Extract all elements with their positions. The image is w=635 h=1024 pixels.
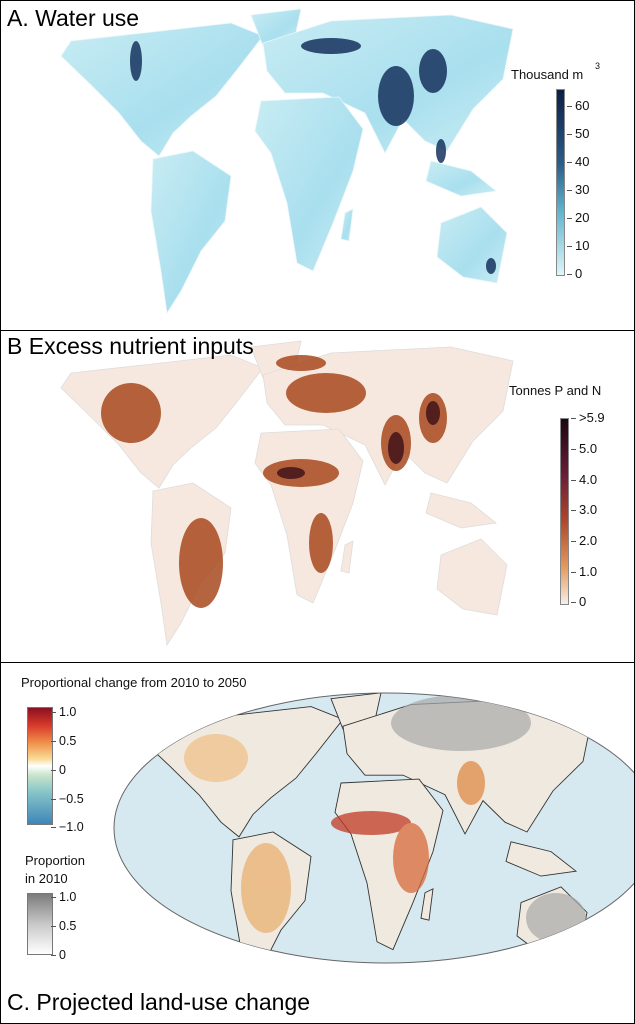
legend-change-tick: 1.0 xyxy=(50,705,77,719)
water-use-colorbar xyxy=(556,89,565,276)
water-use-hotspots xyxy=(130,38,496,274)
legend-a-tick: 0 xyxy=(566,266,583,281)
legend-change-tick: −1.0 xyxy=(51,820,84,834)
land-use-change-map xyxy=(113,692,634,964)
nutrient-inputs-map xyxy=(60,340,514,646)
legend-proportion-tick: 1.0 xyxy=(50,890,77,904)
legend-change-tick: 0.5 xyxy=(50,734,77,748)
legend-change-tick: 0 xyxy=(51,763,66,777)
panel-water-use: A. Water use Thousand m 3 60 50 40 30 20… xyxy=(0,0,635,331)
legend-b-title: Tonnes P and N xyxy=(509,383,602,398)
panel-nutrient-inputs: B Excess nutrient inputs Tonnes P and N … xyxy=(0,330,635,663)
nutrient-colorbar xyxy=(560,418,569,605)
legend-proportion-tick: 0.5 xyxy=(50,919,77,933)
panel-b-title: B Excess nutrient inputs xyxy=(7,333,254,359)
legend-a-tick: 50 xyxy=(566,126,590,141)
legend-b-tick: 2.0 xyxy=(570,533,598,548)
proportion-colorbar xyxy=(27,893,53,955)
legend-a-unit: Thousand m xyxy=(511,67,584,82)
legend-a-tick: 20 xyxy=(566,210,590,225)
legend-change-title: Proportional change from 2010 to 2050 xyxy=(21,675,247,690)
legend-a-sup: 3 xyxy=(595,61,601,71)
legend-b-tick: 0 xyxy=(570,594,587,609)
legend-change-tick: −0.5 xyxy=(51,792,84,806)
legend-proportion-title-1: Proportion xyxy=(25,853,85,868)
legend-b-tick: 1.0 xyxy=(570,564,598,579)
legend-b-tick: 3.0 xyxy=(570,502,598,517)
legend-b-tick: 4.0 xyxy=(570,472,598,487)
legend-proportion-title-2: in 2010 xyxy=(25,871,68,886)
legend-a-tick: 10 xyxy=(566,238,590,253)
panel-a-title: A. Water use xyxy=(7,5,140,31)
panel-land-use-change: Proportional change from 2010 to 2050 1.… xyxy=(0,662,635,1024)
legend-a-tick: 30 xyxy=(566,182,590,197)
legend-b-tick: 5.0 xyxy=(570,441,598,456)
legend-a-tick: 60 xyxy=(566,98,590,113)
land-use-increase xyxy=(184,734,485,933)
legend-proportion-tick: 0 xyxy=(51,948,66,962)
panel-c-title: C. Projected land-use change xyxy=(7,989,311,1015)
legend-b-tick: >5.9 xyxy=(571,410,605,425)
change-colorbar xyxy=(27,707,53,825)
water-use-map xyxy=(60,8,514,314)
legend-a-tick: 40 xyxy=(566,154,590,169)
